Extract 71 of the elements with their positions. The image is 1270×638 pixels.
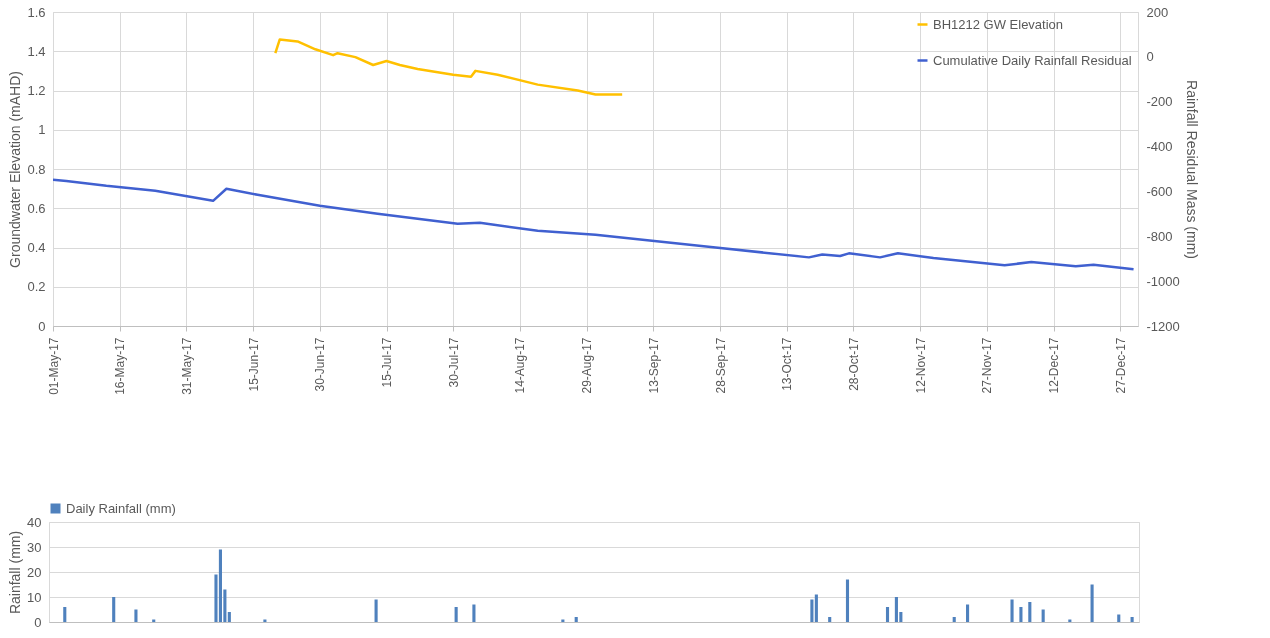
bar (1010, 599, 1014, 622)
bar (1019, 607, 1023, 622)
y-tick-label: 0.4 (27, 240, 46, 255)
bar (374, 599, 378, 622)
legend-label: Cumulative Daily Rainfall Residual (933, 52, 1132, 68)
y2-tick-label: -1000 (1146, 273, 1180, 289)
bar (814, 594, 818, 622)
bar (1041, 609, 1045, 622)
x-tick-label: 16-May-17 (113, 337, 128, 395)
bar (966, 604, 970, 622)
line-series (53, 178, 1135, 271)
bar (574, 617, 578, 622)
y-tick-label: 1.4 (27, 43, 46, 59)
y-tick-label: 10 (27, 589, 42, 605)
bar (894, 597, 898, 622)
x-tick-label: 28-Sep-17 (713, 337, 728, 394)
x-tick-label: 12-Nov-17 (913, 337, 928, 394)
y2-tick-label: -200 (1146, 94, 1173, 110)
y-tick-label: 0.2 (27, 279, 46, 295)
bar (218, 549, 222, 622)
x-tick-label: 13-Sep-17 (646, 337, 661, 394)
bar (472, 604, 476, 622)
bar (810, 599, 814, 622)
x-tick-label: 29-Aug-17 (580, 337, 595, 394)
legend-label: BH1212 GW Elevation (933, 16, 1064, 32)
y2-tick-label: -800 (1146, 228, 1173, 244)
y2-axis-title: Rainfall Residual Mass (mm) (1183, 80, 1200, 259)
x-tick-label: 01-May-17 (46, 337, 61, 395)
y-tick-label: 1 (38, 122, 46, 138)
x-tick-label: 31-May-17 (179, 337, 194, 395)
y-tick-label: 1.6 (27, 4, 46, 20)
x-tick-label: 27-Nov-17 (980, 337, 995, 394)
bar (63, 607, 67, 622)
x-tick-label: 14-Aug-17 (513, 337, 528, 394)
y2-tick-label: 200 (1146, 4, 1169, 20)
line-series (274, 38, 624, 96)
bar (952, 617, 956, 622)
x-tick-label: 27-Dec-17 (1113, 337, 1128, 394)
y-tick-label: 30 (27, 539, 42, 555)
bar (227, 612, 231, 622)
y2-tick-label: -400 (1146, 139, 1173, 155)
bar (134, 609, 138, 622)
y-tick-label: 0 (38, 318, 46, 334)
bar (1130, 617, 1134, 622)
x-tick-label: 13-Oct-17 (780, 337, 795, 391)
y-tick-label: 0 (34, 614, 42, 630)
bar (1028, 602, 1032, 622)
y-tick-label: 0.6 (27, 200, 46, 216)
bar (1117, 614, 1121, 622)
x-tick-label: 30-Jun-17 (313, 337, 328, 392)
y2-tick-label: 0 (1146, 49, 1154, 65)
y2-tick-label: -1200 (1146, 318, 1180, 334)
bar (885, 607, 890, 622)
x-tick-label: 15-Jul-17 (380, 337, 394, 388)
bar (454, 607, 458, 622)
y-axis-title: Groundwater Elevation (mAHD) (7, 71, 24, 268)
y-axis-title: Rainfall (mm) (7, 530, 24, 615)
bar (112, 597, 116, 622)
x-tick-label: 12-Dec-17 (1047, 337, 1062, 394)
bar (845, 579, 850, 622)
y2-tick-label: -600 (1146, 183, 1173, 199)
bar (1090, 584, 1094, 622)
y-tick-label: 20 (27, 564, 42, 580)
x-tick-label: 15-Jun-17 (246, 337, 261, 392)
y-tick-label: 1.2 (27, 83, 46, 98)
bar (828, 617, 832, 622)
legend-label: Daily Rainfall (mm) (66, 500, 176, 516)
x-tick-label: 30-Jul-17 (446, 337, 461, 388)
y-tick-label: 0.8 (27, 161, 46, 177)
x-tick-label: 28-Oct-17 (846, 337, 861, 391)
y-tick-label: 40 (27, 514, 42, 530)
